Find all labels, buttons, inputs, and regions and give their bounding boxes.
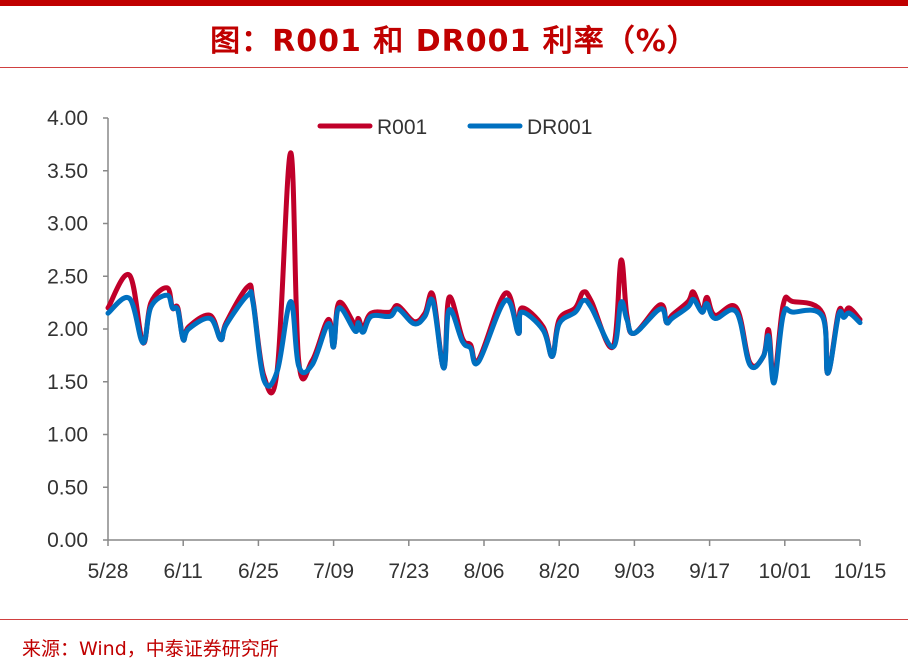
x-tick-label: 7/23: [388, 560, 429, 583]
y-tick-label: 1.00: [47, 424, 88, 447]
x-tick-label: 9/17: [689, 560, 730, 583]
top-accent-bar: [0, 0, 908, 6]
y-tick-label: 3.50: [47, 160, 88, 183]
legend-label-r001: R001: [377, 116, 427, 139]
chart-title: 图：R001 和 DR001 利率（%）: [210, 24, 698, 59]
x-tick-label: 5/28: [88, 560, 129, 583]
y-tick-label: 2.00: [47, 318, 88, 341]
legend-label-dr001: DR001: [527, 116, 592, 139]
y-tick-label: 3.00: [47, 213, 88, 236]
x-tick-label: 9/03: [614, 560, 655, 583]
x-tick-label: 10/01: [759, 560, 812, 583]
source-note: 来源：Wind，中泰证券研究所: [22, 638, 279, 660]
title-divider: [0, 67, 908, 68]
series-line-dr001: [105, 289, 863, 389]
line-chart: 0.00 0.50 1.00 1.50 2.00 2.50 3.00 3.50 4.00 5/28…: [47, 107, 886, 583]
x-tick-label: 8/06: [464, 560, 505, 583]
x-tick-label: 8/20: [539, 560, 580, 583]
y-tick-label: 4.00: [47, 107, 88, 130]
footer-divider: [0, 619, 908, 620]
y-tick-label: 0.50: [47, 476, 88, 499]
series-lines: [105, 150, 863, 396]
x-tick-label: 10/15: [834, 560, 887, 583]
y-tick-label: 2.50: [47, 265, 88, 288]
x-tick-label: 6/11: [164, 560, 203, 583]
x-tick-label: 6/25: [238, 560, 279, 583]
y-tick-label: 0.00: [47, 529, 88, 552]
x-tick-label: 7/09: [313, 560, 354, 583]
axes: 0.00 0.50 1.00 1.50 2.00 2.50 3.00 3.50 4.00 5/28…: [47, 107, 886, 583]
legend: R001 DR001: [317, 116, 592, 139]
y-tick-label: 1.50: [47, 371, 88, 394]
